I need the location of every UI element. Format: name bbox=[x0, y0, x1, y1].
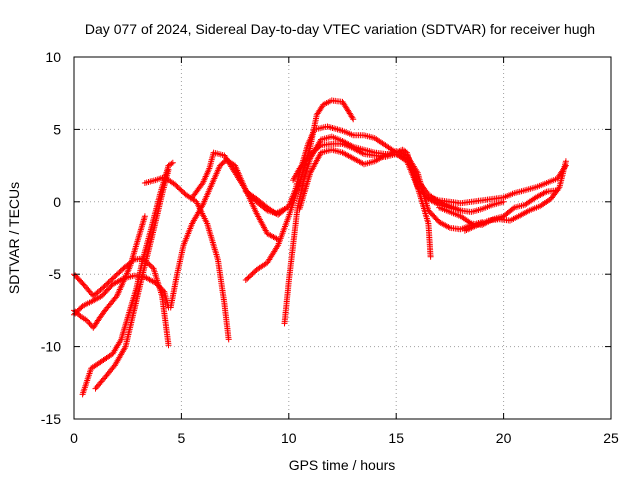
data-point-marker bbox=[176, 185, 182, 192]
data-point-marker bbox=[85, 319, 92, 325]
data-point-marker bbox=[103, 281, 109, 288]
axis-ticks bbox=[73, 56, 612, 420]
data-point-marker bbox=[115, 270, 121, 277]
data-point-marker bbox=[98, 285, 105, 292]
data-point-marker bbox=[111, 274, 117, 281]
data-point-marker bbox=[180, 189, 186, 195]
data-point-marker bbox=[165, 342, 172, 349]
series-sat-c bbox=[71, 213, 148, 331]
data-point-marker bbox=[168, 160, 175, 167]
y-tick-label: 5 bbox=[53, 121, 61, 137]
tick-labels: 0 5 10 15 20 25 -15 -10 -5 0 5 10 bbox=[41, 49, 619, 446]
data-point-marker bbox=[316, 143, 323, 150]
data-point-marker bbox=[249, 270, 256, 277]
series-sat-l bbox=[296, 146, 486, 233]
x-tick-label: 0 bbox=[70, 430, 78, 446]
series-sat-o bbox=[425, 162, 569, 207]
series-sat-e bbox=[92, 166, 172, 392]
data-point-marker bbox=[107, 278, 113, 285]
data-point-marker bbox=[350, 116, 357, 123]
plot-frame bbox=[73, 56, 612, 420]
y-tick-label: -10 bbox=[41, 339, 61, 355]
chart-title: Day 077 of 2024, Sidereal Day-to-day VTE… bbox=[85, 21, 595, 37]
data-point-marker bbox=[172, 181, 178, 188]
data-point-marker bbox=[427, 253, 434, 260]
series-sat-f bbox=[141, 174, 232, 343]
x-axis-label: GPS time / hours bbox=[289, 457, 396, 473]
series-sat-g bbox=[167, 156, 282, 311]
data-point-marker bbox=[141, 213, 148, 220]
x-tick-label: 15 bbox=[388, 430, 404, 446]
data-markers bbox=[71, 97, 569, 398]
x-tick-label: 20 bbox=[496, 430, 512, 446]
data-point-marker bbox=[562, 158, 569, 165]
y-tick-label: -15 bbox=[41, 411, 61, 427]
y-tick-label: 0 bbox=[53, 194, 61, 210]
data-point-marker bbox=[165, 166, 172, 173]
data-point-marker bbox=[510, 205, 516, 212]
x-tick-label: 5 bbox=[178, 430, 186, 446]
x-tick-label: 25 bbox=[603, 430, 619, 446]
series-sat-j bbox=[242, 97, 357, 283]
y-tick-label: -5 bbox=[49, 266, 62, 282]
data-point-marker bbox=[169, 159, 176, 166]
series-sat-p bbox=[461, 158, 569, 234]
x-tick-label: 10 bbox=[281, 430, 297, 446]
y-axis-label: SDTVAR / TECUs bbox=[6, 182, 22, 294]
series-sat-m bbox=[290, 140, 507, 215]
data-point-marker bbox=[225, 336, 232, 343]
data-point-marker bbox=[245, 274, 252, 281]
y-tick-label: 10 bbox=[45, 49, 61, 65]
